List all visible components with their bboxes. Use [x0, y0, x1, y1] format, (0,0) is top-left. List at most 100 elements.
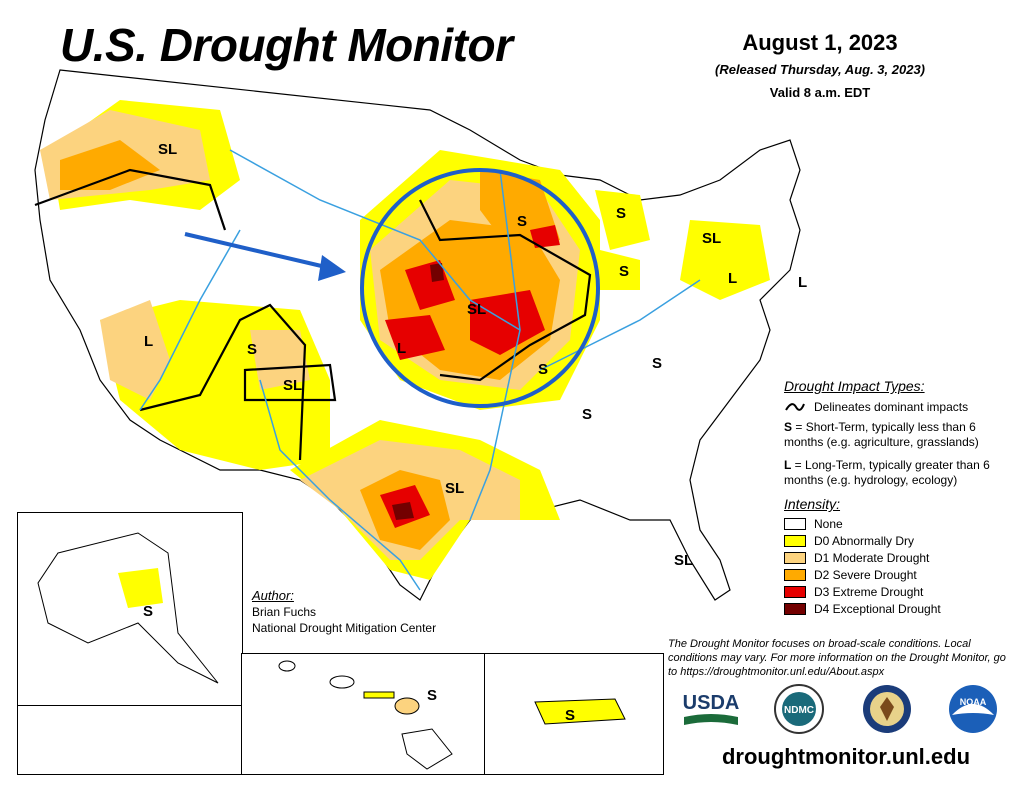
colorado-river: [139, 229, 241, 411]
label-sl-northwest: SL: [158, 141, 177, 158]
legend-label-d2: D2 Severe Drought: [814, 567, 917, 582]
swatch-none: [784, 517, 806, 530]
s-key-letter: S: [784, 420, 793, 434]
label-l-nevada: L: [144, 333, 153, 350]
map-date: August 1, 2023: [742, 30, 898, 55]
swatch-d0: [784, 534, 806, 547]
puerto-rico-island: [534, 698, 626, 725]
impact-boundary-newmexico: [243, 363, 337, 402]
author-name: Brian Fuchs: [252, 605, 317, 619]
legend: Drought Impact Types: Delineates dominan…: [784, 378, 1014, 618]
hawaii-inset: S: [241, 653, 486, 775]
highlight-arrowhead: [318, 255, 346, 281]
alaska-map: S: [37, 532, 219, 684]
intensity-header: Intensity:: [784, 496, 841, 512]
label-l-pennsylvania: L: [728, 270, 737, 287]
highlight-arrow: [184, 232, 331, 270]
label-sl-midwest-center: SL: [467, 301, 486, 318]
label-s-colorado: S: [247, 341, 257, 358]
l-key-desc: = Long-Term, typically greater than 6 mo…: [784, 458, 990, 487]
legend-label-d3: D3 Extreme Drought: [814, 584, 924, 599]
d3-region-kansas: [385, 315, 445, 360]
label-s-kentucky: S: [652, 355, 662, 372]
legend-item-d3: D3 Extreme Drought: [784, 584, 1014, 599]
author-label: Author:: [252, 588, 294, 603]
label-sl-new-york: SL: [702, 230, 721, 247]
valid-time: Valid 8 a.m. EDT: [769, 85, 871, 100]
d1-region-nevada: [100, 300, 170, 400]
delineation-line-icon: [785, 403, 805, 411]
usda-logo-text: USDA: [683, 692, 740, 714]
puerto-rico-inset: S: [484, 653, 664, 775]
release-date: (Released Thursday, Aug. 3, 2023): [715, 62, 925, 77]
highlight-circle: [360, 168, 600, 408]
noaa-gull-icon: [952, 704, 994, 715]
noaa-logo-text: NOAA: [960, 697, 987, 707]
missouri-river: [229, 149, 521, 331]
kauai-island: [278, 660, 296, 672]
legend-item-d4: D4 Exceptional Drought: [784, 601, 1014, 616]
noaa-logo: NOAA: [949, 685, 997, 733]
short-term-key: S = Short-Term, typically less than 6 mo…: [784, 420, 1014, 450]
rio-grande: [259, 379, 421, 591]
d4-region-texas: [392, 502, 414, 520]
label-l-kansas: L: [397, 340, 406, 357]
maui-island: [394, 697, 420, 715]
d1-region-colorado: [250, 330, 310, 390]
label-s-missouri: S: [538, 361, 548, 378]
swatch-d1: [784, 551, 806, 564]
d4-region-nebraska: [430, 263, 444, 282]
hawaii-map: S: [278, 660, 453, 770]
molokai-island: [363, 691, 395, 699]
d0-region-northeast: [680, 220, 770, 300]
usda-logo: USDA: [683, 692, 740, 725]
map-title: U.S. Drought Monitor: [60, 19, 513, 71]
website-url[interactable]: droughtmonitor.unl.edu: [721, 744, 971, 769]
label-s-michigan: S: [616, 205, 626, 222]
d0-region-michigan: [595, 190, 650, 250]
puerto-rico-map: S: [534, 698, 626, 725]
author-org: National Drought Mitigation Center: [252, 621, 437, 635]
impact-boundary-northwest: [34, 168, 227, 231]
impact-boundary-plains: [419, 199, 592, 382]
ndmc-logo: NDMC: [774, 684, 824, 734]
label-s-puerto-rico: S: [565, 707, 575, 724]
usda-wave-icon: [684, 714, 738, 725]
legend-label-d0: D0 Abnormally Dry: [814, 533, 915, 548]
impact-types-header: Drought Impact Types:: [784, 378, 925, 394]
mississippi-river: [469, 169, 521, 521]
author-block: Author: Brian Fuchs National Drought Mit…: [252, 588, 436, 636]
legend-item-d1: D1 Moderate Drought: [784, 550, 1014, 565]
delineation-text: Delineates dominant impacts: [814, 400, 969, 414]
disclaimer-note: The Drought Monitor focuses on broad-sca…: [668, 638, 1006, 678]
label-sl-new-mexico: SL: [283, 377, 302, 394]
label-s-alaska: S: [143, 603, 153, 620]
aleutian-inset: [17, 705, 243, 775]
eagle-icon: [880, 697, 894, 721]
long-term-key: L = Long-Term, typically greater than 6 …: [784, 458, 1014, 488]
l-key-letter: L: [784, 458, 792, 472]
d0-region-ohio: [600, 250, 640, 290]
impact-boundary-southwest: [139, 303, 307, 461]
ndmc-logo-text: NDMC: [784, 705, 814, 716]
swatch-d4: [784, 602, 806, 615]
label-sl-texas: SL: [445, 480, 464, 497]
label-s-ohio: S: [619, 263, 629, 280]
oahu-island: [329, 675, 355, 689]
swatch-d2: [784, 568, 806, 581]
legend-item-none: None: [784, 516, 1014, 531]
commerce-seal: [863, 685, 911, 733]
legend-item-d0: D0 Abnormally Dry: [784, 533, 1014, 548]
label-sl-florida: SL: [674, 552, 693, 569]
delineation-key: Delineates dominant impacts: [784, 400, 1014, 414]
d3-region-wisconsin: [530, 225, 560, 248]
legend-item-d2: D2 Severe Drought: [784, 567, 1014, 582]
alaska-d0: [118, 568, 163, 608]
label-l-new-jersey: L: [798, 274, 807, 291]
label-s-hawaii: S: [427, 687, 437, 704]
swatch-d3: [784, 585, 806, 598]
legend-label-none: None: [814, 516, 843, 531]
alaska-inset: S: [17, 512, 243, 707]
big-island: [401, 728, 453, 770]
